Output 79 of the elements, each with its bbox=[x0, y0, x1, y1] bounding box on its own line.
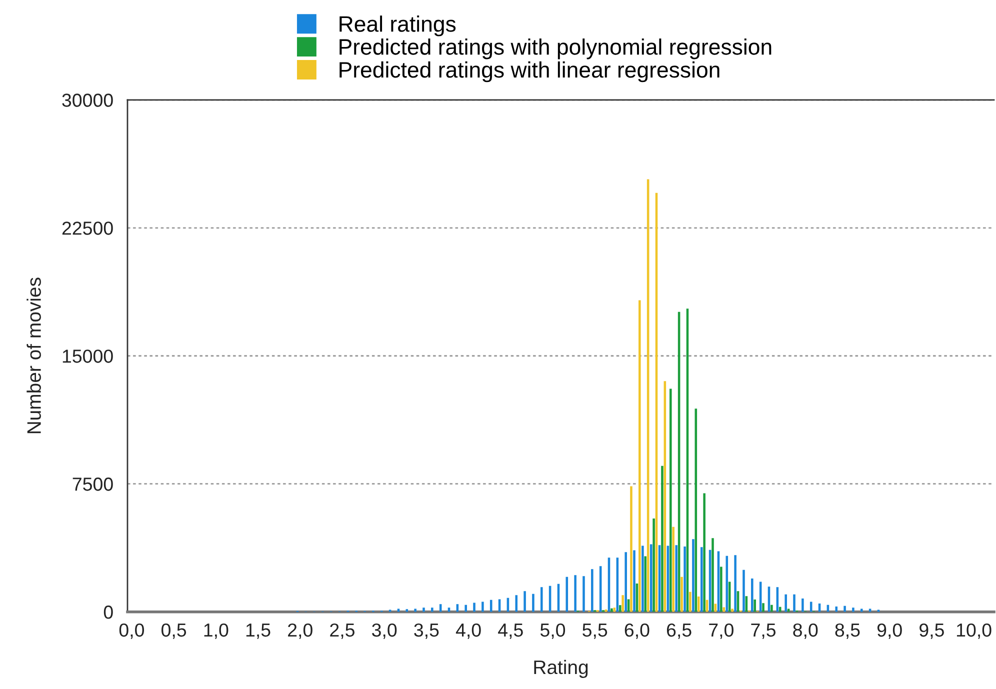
bar bbox=[793, 594, 796, 612]
bar bbox=[672, 526, 674, 612]
x-tick-label: 9,0 bbox=[877, 623, 902, 639]
bar bbox=[684, 546, 686, 612]
bar bbox=[422, 608, 425, 612]
bar bbox=[770, 604, 773, 612]
bar bbox=[532, 594, 534, 612]
bar bbox=[582, 576, 585, 612]
bar bbox=[652, 518, 655, 612]
x-tick-label: 7,0 bbox=[709, 623, 734, 639]
y-tick-label: 0 bbox=[104, 606, 113, 619]
x-tick-label: 10,0 bbox=[956, 623, 992, 639]
x-tick-label: 1,0 bbox=[204, 623, 228, 639]
bar bbox=[633, 550, 636, 612]
bar bbox=[844, 606, 846, 612]
x-tick-label: 3,5 bbox=[414, 623, 439, 639]
bar bbox=[751, 578, 754, 612]
x-tick-label: 4,0 bbox=[456, 623, 481, 639]
bar bbox=[644, 556, 647, 612]
x-tick-label: 6,0 bbox=[624, 623, 650, 639]
bar bbox=[742, 570, 745, 612]
bar bbox=[852, 608, 854, 612]
legend-label: Predicted ratings with linear regression bbox=[340, 61, 720, 82]
x-tick-label: 0,0 bbox=[119, 623, 144, 639]
bar bbox=[622, 595, 624, 612]
x-tick-label: 2,0 bbox=[288, 623, 312, 639]
bar bbox=[703, 493, 706, 612]
bar bbox=[675, 545, 678, 612]
x-tick-label: 0,5 bbox=[162, 623, 186, 639]
x-tick-label: 6,5 bbox=[666, 623, 692, 639]
x-tick-label: 5,0 bbox=[540, 623, 566, 639]
bar bbox=[624, 552, 627, 612]
bar bbox=[692, 539, 694, 612]
legend-label: Predicted ratings with polynomial regression bbox=[340, 38, 772, 60]
bar bbox=[482, 602, 484, 612]
bar bbox=[734, 555, 736, 612]
bar bbox=[762, 603, 764, 612]
bar bbox=[591, 569, 594, 612]
legend-label: Real ratings bbox=[340, 16, 456, 36]
x-axis-title: Rating bbox=[534, 660, 588, 678]
bar bbox=[473, 602, 476, 612]
x-tick-label: 8,5 bbox=[835, 623, 860, 639]
bar bbox=[689, 592, 692, 612]
y-axis-title: Number of movies bbox=[26, 278, 41, 434]
y-tick-label: 7500 bbox=[72, 478, 113, 491]
bar bbox=[464, 604, 467, 612]
bar bbox=[515, 595, 518, 612]
bar bbox=[524, 591, 526, 612]
bar bbox=[722, 607, 725, 612]
x-tick-label: 4,5 bbox=[498, 624, 523, 639]
bar bbox=[638, 300, 641, 612]
x-tick-label: 2,5 bbox=[330, 623, 354, 639]
bar bbox=[540, 587, 543, 612]
bar bbox=[670, 388, 672, 612]
x-tick-label: 8,0 bbox=[793, 623, 818, 639]
bar bbox=[680, 576, 683, 612]
bar bbox=[835, 606, 838, 612]
bar bbox=[720, 566, 722, 612]
bar bbox=[661, 466, 664, 612]
x-tick-label: 3,0 bbox=[372, 623, 397, 639]
x-tick-label: 7,5 bbox=[751, 624, 776, 639]
bar bbox=[610, 608, 613, 612]
x-tick-label: 1,5 bbox=[246, 624, 270, 639]
bar bbox=[642, 546, 644, 612]
y-tick-label: 30000 bbox=[62, 94, 113, 107]
bar bbox=[778, 606, 782, 612]
bar bbox=[784, 594, 787, 612]
x-tick-label: 5,5 bbox=[582, 624, 608, 639]
bar bbox=[431, 608, 434, 612]
y-tick-label: 22500 bbox=[62, 222, 113, 235]
bar bbox=[618, 605, 622, 612]
bar bbox=[712, 538, 714, 612]
y-tick-label: 15000 bbox=[62, 350, 113, 363]
bar bbox=[574, 575, 576, 612]
bar bbox=[630, 486, 632, 612]
bar bbox=[802, 598, 804, 612]
bar bbox=[754, 600, 756, 612]
x-tick-label: 9,5 bbox=[920, 623, 944, 639]
bar bbox=[700, 547, 703, 612]
